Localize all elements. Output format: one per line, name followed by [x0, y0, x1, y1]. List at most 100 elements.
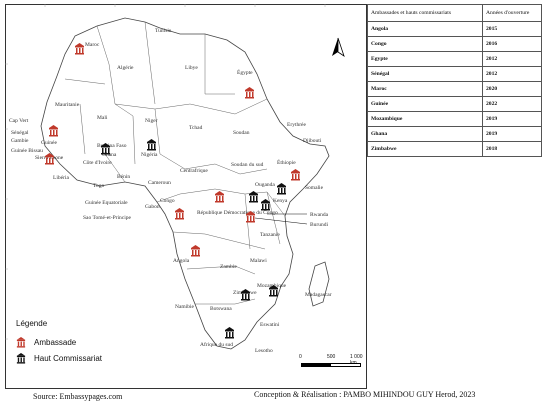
legend-title: Légende: [16, 319, 48, 328]
country-label: Afrique du sud: [200, 341, 233, 348]
table-header: Années d'ouverture: [482, 4, 542, 22]
table-row: Ghana 2019: [367, 126, 542, 142]
high-commission-icon: [249, 191, 258, 203]
embassy-icon: [175, 208, 184, 220]
country-label: Lesotho: [255, 348, 273, 354]
country-borders: [64, 21, 286, 305]
table-cell-country: Maroc: [367, 81, 483, 97]
table-cell-country: Angola: [367, 21, 483, 37]
country-label: Libye: [185, 65, 198, 71]
high-commission-icon: [269, 285, 278, 297]
legend-label: Ambassade: [34, 337, 77, 347]
country-label: Sao Tomé-et-Principe: [83, 215, 131, 221]
country-label: Nigéria: [141, 152, 158, 158]
high-commission-markers: [101, 139, 286, 339]
embassy-icon: [49, 125, 58, 137]
table-row: Guinée 2022: [367, 96, 542, 112]
embassy-table: Ambassades et hauts commissariats Années…: [367, 4, 542, 157]
table-cell-country: Congo: [367, 36, 483, 52]
high-commission-icon: [277, 183, 286, 195]
country-label: Sénégal: [11, 130, 29, 136]
country-label: Zambie: [220, 264, 237, 270]
country-label: Tunisie: [155, 28, 172, 34]
country-label: Mauritanie: [55, 102, 80, 108]
country-label: Côte d'Ivoire: [83, 160, 112, 166]
table-cell-country: Egypte: [367, 51, 483, 67]
legend-label: Haut Commissariat: [34, 353, 103, 363]
country-label: Namibie: [175, 304, 194, 310]
table-row: Angola 2015: [367, 21, 542, 37]
country-label: Djibouti: [303, 138, 322, 144]
country-label: Maroc: [85, 42, 100, 48]
high-commission-icon: [261, 199, 270, 211]
table-cell-year: 2020: [482, 81, 542, 97]
scale-tick: 500: [327, 354, 336, 360]
embassy-icon: [191, 245, 200, 257]
country-label: Congo: [160, 198, 175, 204]
country-label: Tanzanie: [260, 232, 280, 238]
scale-tick: 0: [299, 354, 302, 360]
table-cell-country: Sénégal: [367, 66, 483, 82]
high-commission-icon: [225, 327, 234, 339]
country-label: Cameroun: [148, 180, 171, 186]
country-label: Mali: [97, 115, 108, 121]
table-row: Mozambique 2019: [367, 111, 542, 127]
table-cell-year: 2022: [482, 96, 542, 112]
table-cell-year: 2012: [482, 51, 542, 67]
legend: Légende Ambassade Haut Commissariat: [16, 319, 136, 366]
country-label: Cap Vert: [9, 118, 29, 124]
high-commission-icon: [241, 289, 250, 301]
legend-item-high-commission: Haut Commissariat: [16, 350, 136, 366]
country-label: Ouganda: [255, 182, 275, 188]
country-label: Niger: [145, 118, 158, 124]
table-cell-year: 2016: [482, 36, 542, 52]
madagascar-island: [308, 261, 330, 307]
table-cell-country: Mozambique: [367, 111, 483, 127]
table-cell-country: Guinée: [367, 96, 483, 112]
high-commission-icon: [101, 143, 110, 155]
country-label: Libéria: [53, 175, 69, 181]
country-label: Malawi: [250, 258, 267, 264]
country-label: Togo: [93, 183, 104, 189]
country-label: Tchad: [189, 125, 203, 131]
country-label: Centrafrique: [180, 167, 208, 174]
africa-map: Maroc Tunisie Algérie Libye Égypte Mauri…: [5, 4, 345, 354]
country-label: Angola: [173, 258, 190, 264]
table-header-row: Ambassades et hauts commissariats Années…: [367, 4, 542, 22]
country-label: Algérie: [117, 65, 134, 71]
country-label: Rwanda: [310, 212, 329, 218]
table-row: Egypte 2012: [367, 51, 542, 67]
table-cell-year: 2015: [482, 21, 542, 37]
table-row: Congo 2016: [367, 36, 542, 52]
table-cell-country: Zimbabwe: [367, 141, 483, 157]
table-row: Maroc 2020: [367, 81, 542, 97]
map-frame: [5, 4, 367, 389]
scale-graphic: [301, 363, 361, 367]
country-label: Guinée Bissau: [11, 148, 43, 154]
embassy-icon: [16, 336, 26, 348]
country-label: Erythrée: [287, 122, 306, 128]
country-label: Mozambique: [257, 283, 287, 289]
table-cell-country: Ghana: [367, 126, 483, 142]
country-label: Ghana: [102, 152, 117, 158]
country-label: Égypte: [237, 68, 253, 76]
embassy-icon: [75, 43, 84, 55]
table-row: Sénégal 2012: [367, 66, 542, 82]
country-label: Bénin: [117, 174, 130, 180]
country-label: Somalie: [305, 185, 324, 191]
embassy-icon: [45, 153, 54, 165]
country-label: Gabon: [145, 204, 160, 210]
table-cell-year: 2019: [482, 126, 542, 142]
country-label: Botswana: [210, 306, 232, 312]
country-label: République Démocratique du Congo: [197, 210, 278, 216]
credit-note: Conception & Réalisation : PAMBO MIHINDO…: [254, 390, 476, 399]
callout-lines: [254, 213, 308, 225]
embassy-markers: [45, 43, 300, 257]
country-label: Madagascar: [305, 292, 332, 298]
country-label: Soudan du sud: [231, 162, 264, 168]
country-label: Eswatini: [260, 322, 280, 328]
country-label: Kenya: [273, 198, 288, 204]
table-cell-year: 2012: [482, 66, 542, 82]
embassy-icon: [215, 191, 224, 203]
country-label: Guinée: [41, 140, 57, 146]
